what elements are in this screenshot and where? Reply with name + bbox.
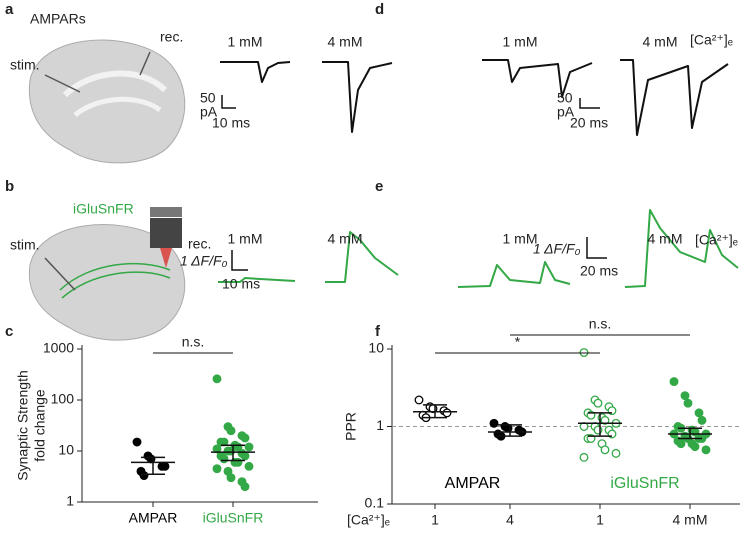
panel-title: AMPARs bbox=[30, 11, 86, 27]
panel-letter: e bbox=[375, 178, 383, 195]
condition: 1 mM bbox=[503, 231, 538, 247]
group-label: iGluSnFR bbox=[610, 475, 679, 492]
condition: 4 mM bbox=[648, 231, 683, 247]
x-tick-label: 4 bbox=[506, 512, 514, 528]
data-point bbox=[226, 473, 236, 483]
significance-label: * bbox=[515, 334, 521, 350]
data-point bbox=[694, 408, 704, 418]
y-tick-label: 10 bbox=[58, 442, 74, 458]
condition: 1 mM bbox=[228, 34, 263, 50]
scale-y-unit: pA bbox=[200, 104, 218, 120]
data-point bbox=[139, 471, 149, 481]
data-point bbox=[683, 398, 693, 408]
panel-letter: d bbox=[375, 1, 384, 18]
data-point bbox=[669, 377, 679, 387]
y-axis-label: fold change bbox=[32, 389, 48, 462]
data-point bbox=[240, 482, 250, 492]
y-tick-label: 100 bbox=[51, 391, 75, 407]
data-point bbox=[611, 448, 621, 458]
data-point bbox=[240, 433, 250, 443]
significance-label: n.s. bbox=[589, 316, 612, 332]
x-axis-label: [Ca²⁺]ₑ bbox=[347, 512, 390, 528]
scale-y: 50 bbox=[557, 90, 573, 106]
scale-x: 20 ms bbox=[580, 263, 618, 279]
data-point bbox=[442, 408, 452, 418]
data-point bbox=[244, 461, 254, 471]
panel-letter: b bbox=[5, 178, 14, 195]
y-tick-label: 1000 bbox=[43, 340, 74, 356]
data-point bbox=[600, 415, 610, 425]
data-point bbox=[160, 461, 170, 471]
group-label: AMPAR bbox=[445, 475, 501, 492]
data-point bbox=[579, 452, 589, 462]
traces-green bbox=[218, 209, 739, 288]
significance-label: n.s. bbox=[182, 334, 205, 350]
condition: 4 mM bbox=[328, 231, 363, 247]
brain-a bbox=[28, 39, 186, 164]
data-point bbox=[233, 457, 243, 467]
scale-x: 20 ms bbox=[570, 115, 608, 131]
x-tick-label: AMPAR bbox=[129, 510, 178, 526]
x-tick-label: 1 bbox=[431, 512, 439, 528]
scale-y: 1 ΔF/F₀ bbox=[180, 253, 228, 269]
data-point bbox=[244, 442, 254, 452]
condition: 1 mM bbox=[228, 231, 263, 247]
rec-label: rec. bbox=[188, 236, 211, 252]
data-point bbox=[212, 464, 222, 474]
y-tick-label: 10 bbox=[368, 340, 384, 356]
data-point bbox=[219, 454, 229, 464]
x-tick-label: iGluSnFR bbox=[203, 510, 264, 526]
panel-title: iGluSnFR bbox=[73, 201, 134, 217]
y-axis-label: PPR bbox=[343, 412, 359, 441]
data-point bbox=[240, 451, 250, 461]
panel-letter: c bbox=[5, 323, 13, 340]
stim-label: stim. bbox=[10, 57, 40, 73]
data-point bbox=[600, 445, 610, 455]
data-point bbox=[680, 391, 690, 401]
y-tick-label: 1 bbox=[376, 417, 384, 433]
scale-y-unit: pA bbox=[557, 104, 575, 120]
data-point bbox=[690, 442, 700, 452]
panel-letter: f bbox=[375, 323, 381, 340]
y-tick-label: 0.1 bbox=[365, 495, 385, 511]
data-point bbox=[414, 395, 424, 405]
data-point bbox=[489, 418, 499, 428]
data-point bbox=[132, 437, 142, 447]
x-tick-label: 4 mM bbox=[673, 512, 708, 528]
data-point bbox=[212, 374, 222, 384]
scale-y: 50 bbox=[200, 90, 216, 106]
y-tick-label: 1 bbox=[66, 493, 74, 509]
scale-y: 1 ΔF/F₀ bbox=[533, 241, 581, 257]
rec-label: rec. bbox=[160, 29, 183, 45]
condition: 4 mM bbox=[328, 34, 363, 50]
ion-label: [Ca²⁺]ₑ bbox=[695, 232, 738, 248]
panel-letter: a bbox=[5, 1, 14, 18]
scale-x: 10 ms bbox=[212, 115, 250, 131]
data-point bbox=[226, 426, 236, 436]
data-point bbox=[701, 445, 711, 455]
condition: 1 mM bbox=[503, 34, 538, 50]
ion-label: [Ca²⁺]ₑ bbox=[690, 32, 733, 48]
data-point bbox=[697, 415, 707, 425]
y-axis-label: Synaptic Strength bbox=[15, 370, 31, 481]
scale-x: 10 ms bbox=[222, 276, 260, 292]
traces bbox=[220, 59, 729, 271]
brain-b bbox=[28, 207, 186, 341]
condition: 4 mM bbox=[643, 34, 678, 50]
x-tick-label: 1 bbox=[596, 512, 604, 528]
stim-label: stim. bbox=[10, 237, 40, 253]
data-point bbox=[676, 439, 686, 449]
data-point bbox=[593, 398, 603, 408]
